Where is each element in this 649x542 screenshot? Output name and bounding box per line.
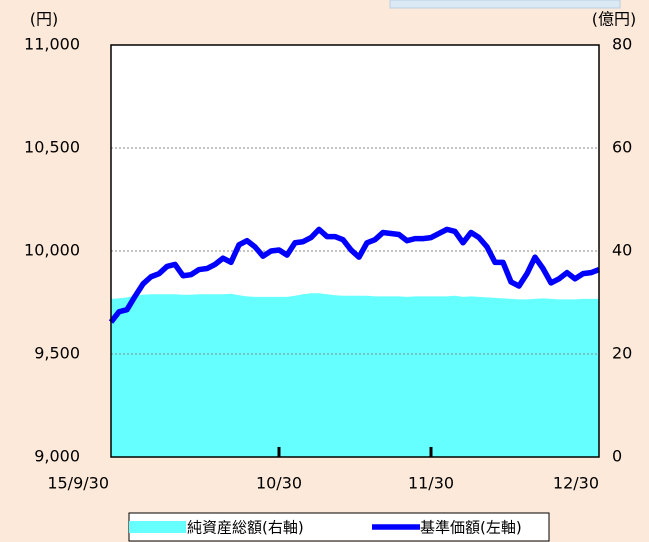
y2-tick-label: 0 — [612, 447, 622, 466]
line — [108, 226, 600, 324]
x-tick-label: 10/30 — [256, 474, 302, 493]
y2-axis-label: (億円) — [592, 10, 637, 29]
x-tick-label: 15/9/30 — [47, 474, 109, 493]
y2-tick-label: 80 — [612, 35, 632, 54]
y2-tick-label: 60 — [612, 138, 632, 157]
legend-box — [128, 512, 550, 542]
plot-border — [110, 44, 600, 458]
y2-tick-label: 20 — [612, 344, 632, 363]
area — [111, 293, 599, 457]
legend-swatch — [129, 521, 186, 533]
y-tick-label: 10,500 — [24, 138, 80, 157]
y-tick-label: 11,000 — [24, 35, 80, 54]
y-tick-label: 9,500 — [34, 344, 80, 363]
x-tick-label: 12/30 — [553, 474, 599, 493]
header-strip — [389, 0, 621, 9]
legend-label: 基準価額(左軸) — [420, 519, 522, 537]
y-axis-label: (円) — [30, 10, 59, 29]
y-tick-label: 10,000 — [24, 241, 80, 260]
y-tick-label: 9,000 — [34, 447, 80, 466]
x-tick-label: 11/30 — [408, 474, 454, 493]
y2-tick-label: 40 — [612, 241, 632, 260]
legend-label: 純資産総額(右軸) — [187, 519, 304, 537]
